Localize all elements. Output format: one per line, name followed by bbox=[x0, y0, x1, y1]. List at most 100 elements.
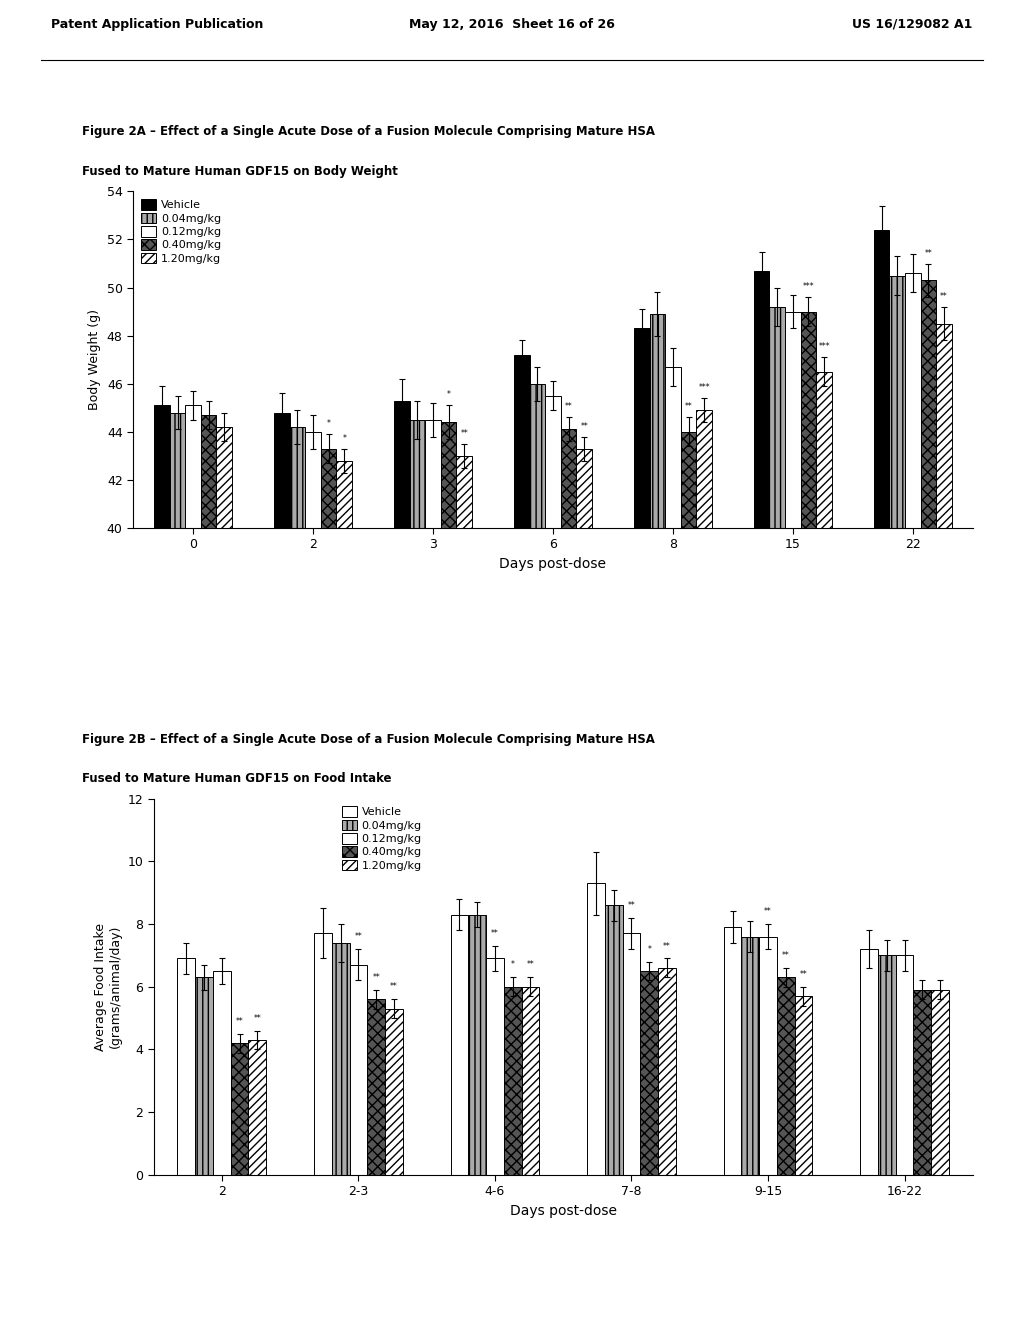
Bar bbox=[913, 990, 931, 1175]
Bar bbox=[696, 411, 712, 1320]
Bar bbox=[649, 314, 666, 1320]
Text: **: ** bbox=[628, 900, 635, 909]
Bar bbox=[921, 280, 936, 1320]
Text: Figure 2B – Effect of a Single Acute Dose of a Fusion Molecule Comprising Mature: Figure 2B – Effect of a Single Acute Dos… bbox=[82, 733, 654, 746]
Bar bbox=[936, 323, 951, 1320]
Bar bbox=[216, 428, 232, 1320]
Text: **: ** bbox=[940, 292, 948, 301]
X-axis label: Days post-dose: Days post-dose bbox=[500, 557, 606, 572]
Text: Fused to Mature Human GDF15 on Food Intake: Fused to Mature Human GDF15 on Food Inta… bbox=[82, 772, 391, 785]
Text: US 16/129082 A1: US 16/129082 A1 bbox=[852, 17, 973, 30]
Text: *: * bbox=[511, 961, 515, 969]
Text: **: ** bbox=[581, 421, 588, 430]
Text: *: * bbox=[647, 945, 651, 954]
Text: Fused to Mature Human GDF15 on Body Weight: Fused to Mature Human GDF15 on Body Weig… bbox=[82, 165, 397, 178]
Text: **: ** bbox=[254, 1014, 261, 1023]
Text: **: ** bbox=[564, 403, 572, 412]
Bar bbox=[514, 355, 529, 1320]
Bar bbox=[724, 927, 741, 1175]
Text: **: ** bbox=[373, 973, 380, 982]
Bar bbox=[890, 276, 905, 1320]
Text: **: ** bbox=[800, 970, 807, 979]
Text: **: ** bbox=[782, 950, 790, 960]
Text: **: ** bbox=[685, 403, 692, 412]
Text: **: ** bbox=[461, 429, 468, 438]
Bar bbox=[795, 997, 812, 1175]
Bar bbox=[623, 933, 640, 1175]
Bar bbox=[410, 420, 425, 1320]
Text: Figure 2A – Effect of a Single Acute Dose of a Fusion Molecule Comprising Mature: Figure 2A – Effect of a Single Acute Dos… bbox=[82, 125, 655, 139]
Bar bbox=[213, 972, 230, 1175]
Bar bbox=[785, 312, 801, 1320]
Y-axis label: Average Food Intake
(grams/animal/day): Average Food Intake (grams/animal/day) bbox=[94, 923, 122, 1051]
Bar bbox=[801, 312, 816, 1320]
Bar bbox=[385, 1008, 402, 1175]
Text: **: ** bbox=[236, 1016, 244, 1026]
Text: May 12, 2016  Sheet 16 of 26: May 12, 2016 Sheet 16 of 26 bbox=[409, 17, 615, 30]
Bar bbox=[878, 956, 896, 1175]
Bar bbox=[201, 414, 216, 1320]
Bar bbox=[634, 329, 649, 1320]
Bar bbox=[816, 372, 831, 1320]
Bar bbox=[154, 405, 170, 1320]
Bar bbox=[349, 965, 368, 1175]
Bar bbox=[577, 449, 592, 1320]
Text: **: ** bbox=[764, 907, 772, 916]
Bar bbox=[640, 972, 658, 1175]
Bar bbox=[587, 883, 605, 1175]
Text: **: ** bbox=[526, 961, 535, 969]
Bar bbox=[196, 977, 213, 1175]
Bar bbox=[896, 956, 913, 1175]
Bar bbox=[314, 933, 332, 1175]
Bar bbox=[451, 915, 468, 1175]
Bar bbox=[658, 968, 676, 1175]
Bar bbox=[681, 432, 696, 1320]
Text: ***: *** bbox=[698, 383, 710, 392]
Text: **: ** bbox=[390, 982, 397, 991]
Bar bbox=[769, 306, 785, 1320]
Legend: Vehicle, 0.04mg/kg, 0.12mg/kg, 0.40mg/kg, 1.20mg/kg: Vehicle, 0.04mg/kg, 0.12mg/kg, 0.40mg/kg… bbox=[138, 197, 223, 265]
Text: *: * bbox=[342, 434, 346, 442]
Text: **: ** bbox=[664, 941, 671, 950]
Bar bbox=[230, 1043, 249, 1175]
Text: ***: *** bbox=[818, 342, 829, 351]
Bar bbox=[873, 230, 890, 1320]
Bar bbox=[666, 367, 681, 1320]
Bar bbox=[394, 400, 410, 1320]
X-axis label: Days post-dose: Days post-dose bbox=[510, 1204, 616, 1218]
Bar bbox=[754, 271, 769, 1320]
Bar bbox=[177, 958, 196, 1175]
Text: *: * bbox=[446, 391, 451, 400]
Bar bbox=[529, 384, 545, 1320]
Bar bbox=[440, 422, 457, 1320]
Bar bbox=[521, 987, 540, 1175]
Bar bbox=[425, 420, 440, 1320]
Bar bbox=[759, 937, 777, 1175]
Bar bbox=[504, 987, 521, 1175]
Bar bbox=[905, 273, 921, 1320]
Bar bbox=[486, 958, 504, 1175]
Bar bbox=[545, 396, 561, 1320]
Bar bbox=[931, 990, 949, 1175]
Bar bbox=[332, 942, 349, 1175]
Text: *: * bbox=[327, 420, 331, 428]
Text: Patent Application Publication: Patent Application Publication bbox=[51, 17, 263, 30]
Text: ***: *** bbox=[803, 282, 814, 292]
Bar bbox=[561, 429, 577, 1320]
Bar bbox=[368, 999, 385, 1175]
Text: **: ** bbox=[354, 932, 362, 941]
Y-axis label: Body Weight (g): Body Weight (g) bbox=[88, 309, 101, 411]
Bar bbox=[777, 977, 795, 1175]
Bar bbox=[860, 949, 878, 1175]
Text: **: ** bbox=[492, 929, 499, 939]
Bar bbox=[170, 413, 185, 1320]
Bar bbox=[274, 413, 290, 1320]
Bar bbox=[741, 937, 759, 1175]
Bar bbox=[249, 1040, 266, 1175]
Bar bbox=[321, 449, 337, 1320]
Bar bbox=[305, 432, 321, 1320]
Bar bbox=[457, 455, 472, 1320]
Legend: Vehicle, 0.04mg/kg, 0.12mg/kg, 0.40mg/kg, 1.20mg/kg: Vehicle, 0.04mg/kg, 0.12mg/kg, 0.40mg/kg… bbox=[339, 804, 424, 873]
Bar bbox=[290, 428, 305, 1320]
Text: **: ** bbox=[925, 248, 932, 257]
